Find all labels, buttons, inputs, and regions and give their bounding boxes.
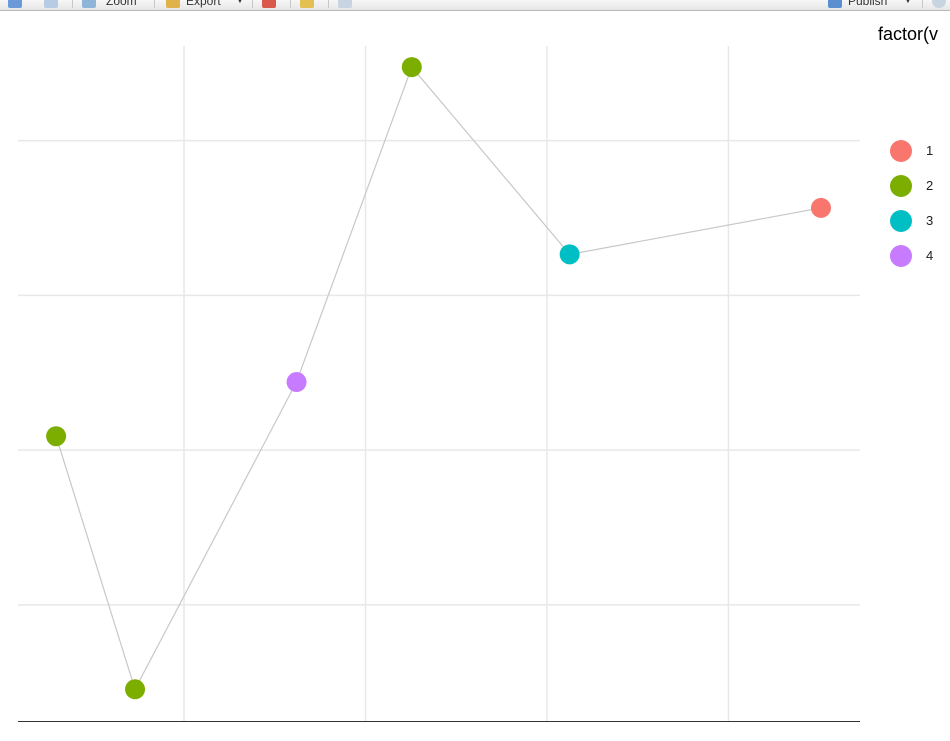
- legend-label-1: 1: [926, 143, 934, 158]
- legend-label-3: 3: [926, 213, 934, 228]
- toolbar-separator: [252, 0, 253, 8]
- toolbar-separator: [922, 0, 923, 8]
- back-arrow-icon[interactable]: [8, 0, 22, 8]
- clear-plots-icon[interactable]: [300, 0, 314, 8]
- path-line: [55, 65, 822, 691]
- export-icon: [166, 0, 180, 8]
- publish-label: Publish: [848, 0, 888, 8]
- export-label: Export: [186, 0, 221, 8]
- legend-key-2: [890, 175, 912, 197]
- data-point-0: [46, 426, 67, 447]
- toolbar: Zoom Export ▼ Publish ▼: [0, 0, 950, 11]
- data-point-1: [125, 679, 146, 700]
- toolbar-separator: [154, 0, 155, 8]
- data-point-3: [401, 57, 422, 78]
- connecting-path: [55, 65, 822, 691]
- legend-label-2: 2: [926, 178, 934, 193]
- forward-arrow-icon[interactable]: [44, 0, 58, 8]
- data-point-4: [559, 244, 580, 265]
- refresh-icon[interactable]: [338, 0, 352, 8]
- zoom-label: Zoom: [106, 0, 137, 8]
- legend-key-1: [890, 140, 912, 162]
- viewer-icon[interactable]: [932, 0, 946, 8]
- publish-icon: [828, 0, 842, 8]
- dropdown-arrow-icon: ▼: [904, 0, 912, 5]
- legend-label-4: 4: [926, 248, 934, 263]
- dropdown-arrow-icon: ▼: [236, 0, 244, 5]
- toolbar-separator: [290, 0, 291, 8]
- data-point-5: [810, 197, 831, 218]
- data-point-2: [286, 372, 307, 393]
- remove-plot-icon[interactable]: [262, 0, 276, 8]
- toolbar-separator: [72, 0, 73, 8]
- zoom-icon: [82, 0, 96, 8]
- toolbar-separator: [328, 0, 329, 8]
- legend-key-3: [890, 210, 912, 232]
- gridlines: [18, 46, 860, 721]
- legend-key-4: [890, 245, 912, 267]
- data-points: [46, 57, 831, 700]
- legend-title: factor(v: [878, 24, 939, 44]
